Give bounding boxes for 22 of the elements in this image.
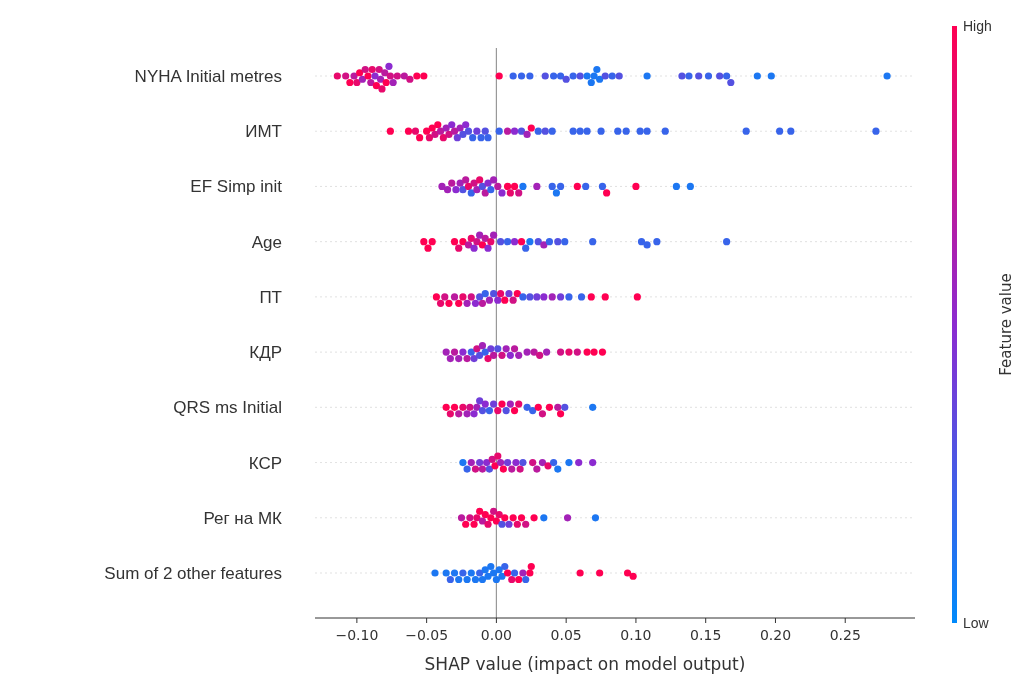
- x-tick-label: 0.20: [759, 627, 792, 643]
- y-tick-label: ИМТ: [245, 122, 282, 142]
- y-tick-label: QRS ms Initial: [173, 398, 282, 418]
- y-tick-label: Рег на МК: [203, 508, 283, 528]
- y-tick-label: EF Simp init: [190, 177, 283, 197]
- color-bar-title: Feature value: [997, 273, 1015, 376]
- color-bar-label: High: [963, 18, 992, 34]
- y-tick-label: КСР: [248, 453, 282, 473]
- color-bar-label: Low: [963, 615, 990, 631]
- x-tick-label: −0.10: [335, 627, 379, 643]
- x-tick-label: 0.10: [620, 627, 652, 643]
- x-tick-label: 0.05: [550, 627, 582, 643]
- x-tick-label: −0.05: [405, 627, 449, 643]
- y-tick-label: Age: [251, 232, 282, 252]
- x-tick-label: 0.15: [690, 627, 722, 643]
- x-tick-label: 0.00: [480, 627, 512, 643]
- x-tick-label: 0.25: [829, 627, 861, 643]
- y-tick-label: ПТ: [259, 287, 282, 307]
- y-tick-label: Sum of 2 other features: [104, 564, 282, 583]
- y-tick-label: NYHA Initial metres: [134, 67, 282, 86]
- x-axis-title: SHAP value (impact on model output): [424, 654, 746, 674]
- y-tick-label: КДР: [249, 343, 282, 363]
